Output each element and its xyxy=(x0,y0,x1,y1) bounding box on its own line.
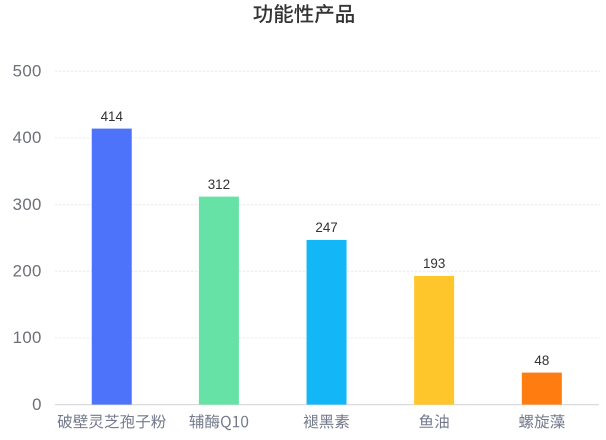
svg-text:247: 247 xyxy=(315,220,337,235)
svg-text:500: 500 xyxy=(13,61,42,80)
svg-text:200: 200 xyxy=(13,261,42,280)
svg-text:400: 400 xyxy=(13,128,42,147)
svg-text:300: 300 xyxy=(13,195,42,214)
svg-text:0: 0 xyxy=(32,395,42,414)
svg-text:414: 414 xyxy=(101,109,124,124)
svg-text:193: 193 xyxy=(423,256,445,271)
svg-text:312: 312 xyxy=(208,177,230,192)
svg-text:48: 48 xyxy=(534,353,549,368)
svg-text:100: 100 xyxy=(13,328,42,347)
